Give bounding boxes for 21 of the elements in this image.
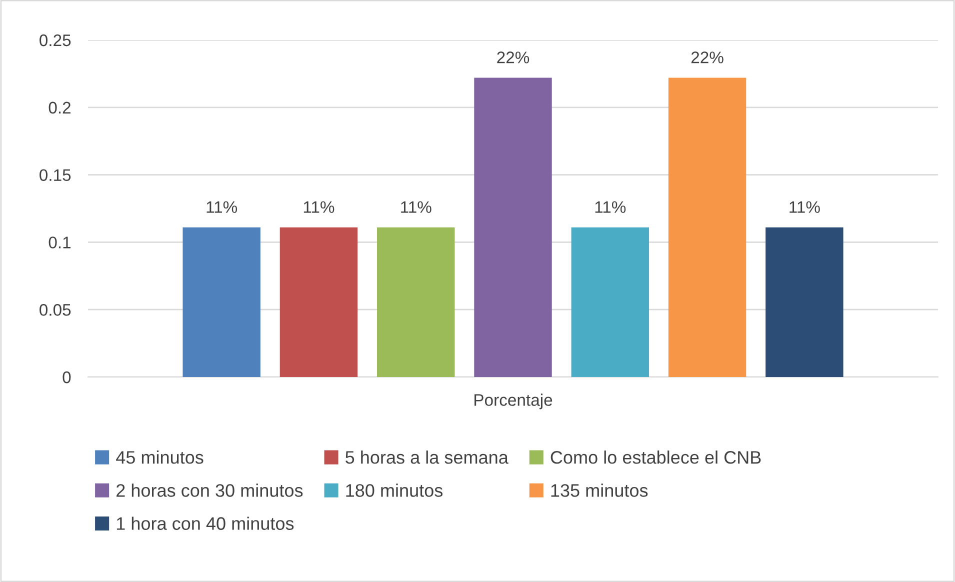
y-tick-label: 0.1: [48, 236, 71, 248]
legend-label: 1 hora con 40 minutos: [116, 516, 294, 530]
y-tick-label: 0: [62, 371, 71, 384]
y-tick-label: 0.15: [40, 169, 71, 182]
data-label: 11%: [595, 201, 626, 213]
data-label: 11%: [206, 201, 238, 213]
y-tick-label: 0.25: [40, 34, 71, 46]
data-label: 11%: [304, 201, 334, 213]
legend-label: 5 horas a la semana: [346, 450, 508, 464]
y-tick-label: 0.2: [48, 102, 70, 114]
data-label: 22%: [691, 52, 724, 64]
y-tick-label: 0.05: [40, 304, 71, 316]
legend-label: Como lo establece el CNB: [550, 450, 761, 464]
data-label: 22%: [497, 52, 530, 64]
legend-label: 135 minutos: [551, 484, 648, 497]
data-label: 11%: [790, 201, 820, 213]
x-tick-label: Porcentaje: [474, 394, 552, 410]
legend-label: 180 minutos: [346, 484, 443, 497]
legend-label: 45 minutos: [116, 450, 204, 464]
data-label: 11%: [401, 201, 432, 213]
legend-label: 2 horas con 30 minutos: [116, 484, 303, 497]
